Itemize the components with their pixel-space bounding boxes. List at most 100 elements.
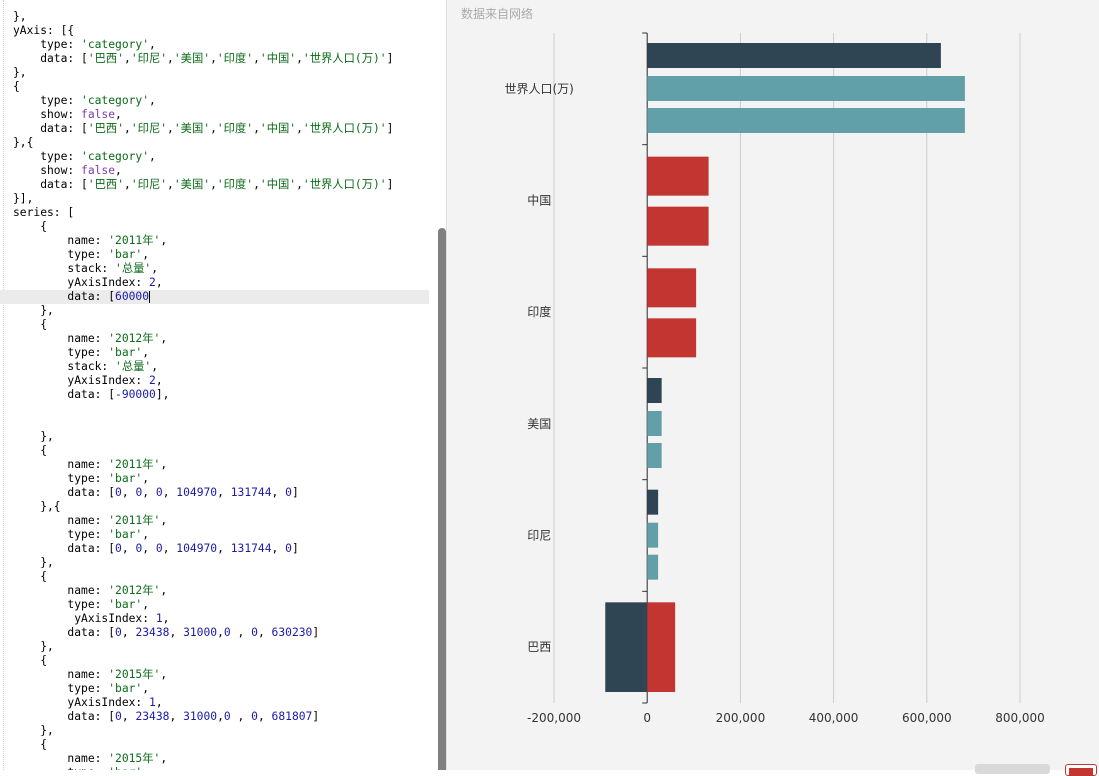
code-line[interactable]: }, [13,640,429,654]
code-line[interactable]: data: ['巴西','印尼','美国','印度','中国','世界人口(万)… [13,178,429,192]
code-line[interactable]: name: '2011年', [13,514,429,528]
code-line[interactable]: type: 'bar', [13,346,429,360]
code-line[interactable]: data: [-90000], [13,388,429,402]
code-line[interactable]: data: [0, 0, 0, 104970, 131744, 0] [13,542,429,556]
code-line[interactable]: { [13,738,429,752]
code-line[interactable]: }, [13,66,429,80]
toolbox-button[interactable] [975,764,1050,774]
code-token: type: [13,346,109,359]
code-line[interactable]: name: '2015年', [13,752,429,766]
code-line[interactable]: yAxisIndex: 1, [13,696,429,710]
code-token: , [230,710,252,723]
code-token: 681807 [271,710,313,723]
code-line[interactable]: { [13,80,429,94]
code-line[interactable]: yAxisIndex: 2, [13,374,429,388]
editor-scrollbar-thumb[interactable] [438,228,446,770]
code-line[interactable]: type: 'category', [13,38,429,52]
code-line[interactable]: name: '2012年', [13,332,429,346]
code-token: 0 [285,486,292,499]
bar-巴西-2012年[interactable] [605,602,648,692]
bar-美国-2015年[interactable] [647,411,662,436]
bar-世界人口(万)-2015年[interactable] [647,76,965,101]
code-token: , [124,122,131,135]
code-token: , [121,710,136,723]
code-token: , [169,710,184,723]
code-line[interactable]: }, [13,430,429,444]
code-line[interactable]: show: false, [13,164,429,178]
bar-中国-2011年[interactable] [647,206,709,246]
code-line[interactable]: yAxis: [{ [13,24,429,38]
code-line[interactable]: type: 'bar', [13,766,429,770]
bar-印尼-2015年[interactable] [647,522,659,548]
code-line[interactable]: { [13,570,429,584]
code-line[interactable]: },{ [13,500,429,514]
code-line[interactable]: series: [ [13,206,429,220]
legend-item-swatch[interactable] [1065,764,1097,776]
bar-美国-2015年[interactable] [647,443,662,468]
code-line[interactable]: },{ [13,136,429,150]
code-line[interactable]: yAxisIndex: 1, [13,612,429,626]
code-line[interactable]: show: false, [13,108,429,122]
code-line[interactable]: }, [13,304,429,318]
code-line[interactable] [13,402,429,416]
code-line[interactable]: data: [0, 23438, 31000,0 , 0, 630230] [13,626,429,640]
code-token: type: [13,598,109,611]
code-line[interactable]: type: 'bar', [13,472,429,486]
x-tick-label: 600,000 [902,711,952,725]
code-line[interactable]: name: '2015年', [13,668,429,682]
code-line[interactable]: { [13,318,429,332]
bar-美国-2012年[interactable] [647,378,662,403]
code-line[interactable]: name: '2012年', [13,584,429,598]
code-line[interactable]: data: ['巴西','印尼','美国','印度','中国','世界人口(万)… [13,52,429,66]
bar-世界人口(万)-2012年[interactable] [647,43,941,68]
code-token: show: [13,108,82,121]
code-token: name: [13,234,109,247]
code-line[interactable]: }, [13,10,429,24]
bar-印尼-2015年[interactable] [647,554,659,580]
code-line[interactable]: { [13,220,429,234]
code-token: },{ [13,500,61,513]
code-line[interactable]: { [13,654,429,668]
code-line[interactable]: stack: '总量', [13,360,429,374]
code-token: , [271,486,286,499]
bar-巴西-2011年[interactable] [647,602,676,692]
pane-divider[interactable] [446,0,447,770]
code-token: , [121,626,136,639]
bar-印度-2011年[interactable] [647,268,697,308]
code-token: { [13,318,48,331]
code-line[interactable]: }], [13,192,429,206]
code-token: 104970 [176,542,218,555]
code-line[interactable]: data: ['巴西','印尼','美国','印度','中国','世界人口(万)… [13,122,429,136]
code-token: , [253,52,260,65]
code-token: data: [ [13,290,116,303]
bar-世界人口(万)-2015年[interactable] [647,108,965,133]
code-token: 0 [223,626,231,639]
code-line[interactable] [13,416,429,430]
code-line[interactable]: data: [0, 23438, 31000,0 , 0, 681807] [13,710,429,724]
code-token: '世界人口(万)' [302,122,387,135]
code-line[interactable]: { [13,444,429,458]
code-line[interactable]: }, [13,556,429,570]
code-line[interactable]: type: 'bar', [13,682,429,696]
code-line[interactable]: data: [60000 [0,290,429,304]
bar-印度-2011年[interactable] [647,318,697,358]
code-line[interactable]: data: [0, 0, 0, 104970, 131744, 0] [13,486,429,500]
bar-中国-2011年[interactable] [647,156,709,196]
code-line[interactable]: type: 'category', [13,94,429,108]
code-token: ] [386,52,394,65]
code-token: 0 [115,542,122,555]
code-line[interactable]: type: 'bar', [13,248,429,262]
code-line[interactable]: yAxisIndex: 2, [13,276,429,290]
code-token: yAxisIndex: [13,612,156,625]
code-line[interactable]: type: 'category', [13,150,429,164]
code-token: 0 [115,710,122,723]
bar-印尼-2012年[interactable] [647,489,659,515]
code-line[interactable]: }, [13,724,429,738]
code-lines[interactable]: }, yAxis: [{ type: 'category', data: ['巴西… [0,10,429,770]
code-editor[interactable]: }, yAxis: [{ type: 'category', data: ['巴西… [0,0,437,770]
code-line[interactable]: type: 'bar', [13,598,429,612]
code-line[interactable]: name: '2011年', [13,458,429,472]
code-line[interactable]: stack: '总量', [13,262,429,276]
code-line[interactable]: name: '2011年', [13,234,429,248]
code-line[interactable]: type: 'bar', [13,528,429,542]
